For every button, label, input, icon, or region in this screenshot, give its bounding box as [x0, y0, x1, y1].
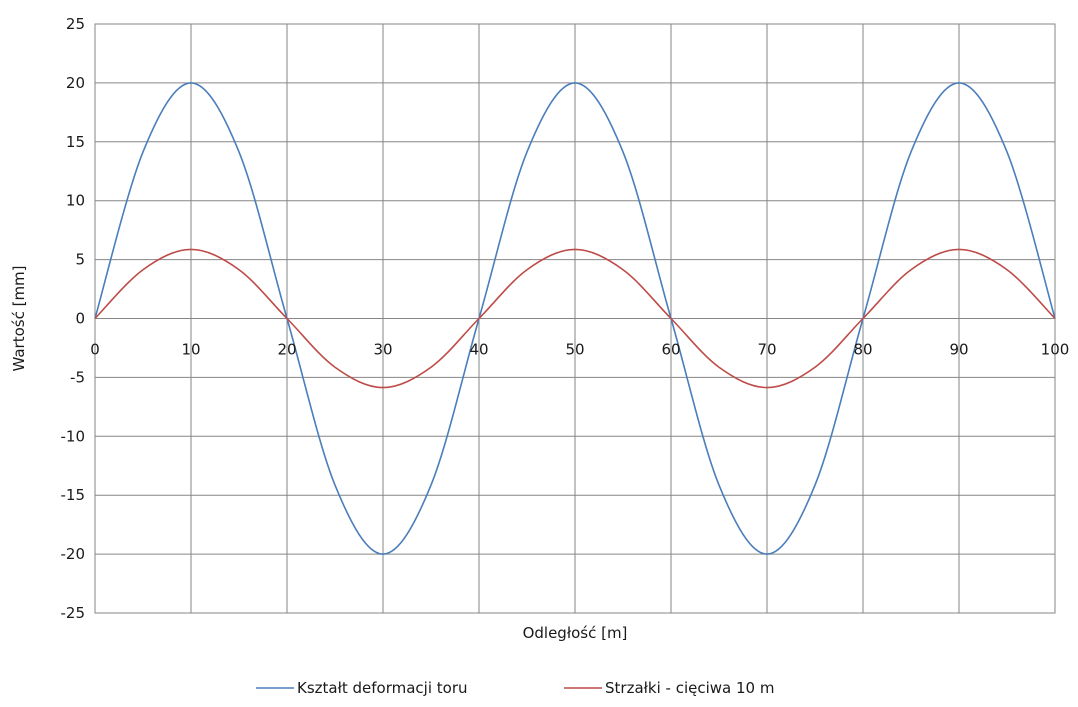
y-tick-label: 25	[66, 15, 85, 33]
legend-label-deformation: Kształt deformacji toru	[297, 679, 468, 697]
series-line-deformation	[94, 82, 1056, 555]
x-axis-title: Odległość [m]	[523, 624, 628, 642]
series-line-arrows	[94, 248, 1056, 389]
y-tick-label: -15	[61, 486, 86, 504]
x-tick-label: 10	[181, 341, 200, 359]
x-tick-label: 100	[1041, 341, 1070, 359]
y-tick-label: -25	[61, 604, 86, 622]
x-tick-label: 0	[90, 341, 100, 359]
y-tick-label: 20	[66, 74, 85, 92]
x-tick-label: 70	[757, 341, 776, 359]
y-axis-tick-labels: 25 20 15 10 5 0 -5 -10 -15 -20 -25	[61, 15, 86, 622]
y-tick-label: -5	[70, 368, 85, 386]
x-tick-label: 20	[277, 341, 296, 359]
x-tick-label: 30	[373, 341, 392, 359]
x-tick-label: 90	[949, 341, 968, 359]
x-axis-tick-labels: 0 10 20 30 40 50 60 70 80 90 100	[90, 341, 1069, 359]
legend: Kształt deformacji toru Strzałki - cięci…	[256, 679, 774, 697]
y-tick-label: 15	[66, 133, 85, 151]
x-tick-label: 60	[661, 341, 680, 359]
y-tick-label: 5	[75, 251, 85, 269]
legend-label-arrows: Strzałki - cięciwa 10 m	[605, 679, 774, 697]
y-axis-title: Wartość [mm]	[10, 265, 28, 371]
y-tick-label: -10	[61, 427, 86, 445]
series-layer	[94, 82, 1056, 555]
y-tick-label: -20	[61, 545, 86, 563]
x-tick-label: 40	[469, 341, 488, 359]
x-tick-label: 80	[853, 341, 872, 359]
y-tick-label: 10	[66, 192, 85, 210]
y-tick-label: 0	[75, 310, 85, 328]
x-tick-label: 50	[565, 341, 584, 359]
